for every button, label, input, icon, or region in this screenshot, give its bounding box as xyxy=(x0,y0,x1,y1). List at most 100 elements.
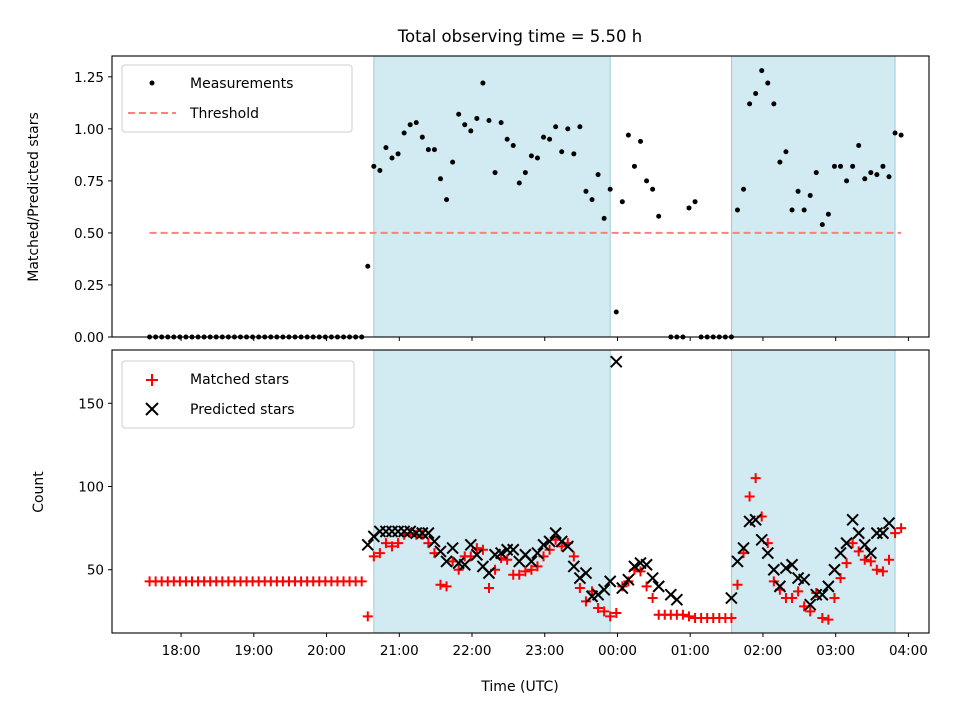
matched-stars-point xyxy=(829,593,840,604)
x-tick-label: 03:00 xyxy=(816,643,855,659)
matched-stars-point xyxy=(605,611,616,622)
matched-stars-point xyxy=(380,538,391,549)
matched-stars-point xyxy=(823,614,834,625)
measurements-point xyxy=(644,178,650,184)
measurements-point xyxy=(692,199,698,205)
measurements-point xyxy=(813,170,819,176)
predicted-stars-point xyxy=(422,526,435,540)
predicted-stars-point xyxy=(725,591,738,605)
predicted-stars-point xyxy=(797,573,811,586)
measurements-point xyxy=(801,207,807,213)
measurements-point xyxy=(413,120,419,126)
predicted-stars-point xyxy=(761,546,774,560)
predicted-stars-point xyxy=(531,546,544,560)
measurements-point xyxy=(571,151,577,157)
top-y-tick-label: 0.00 xyxy=(74,330,104,346)
measurements-point xyxy=(395,151,401,157)
measurements-point xyxy=(365,263,371,269)
measurements-point xyxy=(874,172,880,178)
top-legend-box xyxy=(121,64,353,133)
matched-stars-point xyxy=(362,611,373,622)
measurements-point xyxy=(686,205,692,211)
predicted-stars-point xyxy=(640,558,653,571)
measurements-point xyxy=(759,68,765,74)
top-shaded-span-1 xyxy=(731,55,896,338)
matched-stars-point xyxy=(847,538,858,549)
measurements-point xyxy=(753,90,759,96)
matched-stars-point xyxy=(677,609,688,620)
matched-stars-point xyxy=(483,583,494,594)
top-y-tick-label: 0.25 xyxy=(74,278,104,294)
measurements-point xyxy=(868,170,874,176)
matched-stars-point xyxy=(683,611,694,622)
matched-stars-point xyxy=(641,581,652,592)
predicted-stars-point xyxy=(470,548,484,561)
predicted-stars-point xyxy=(549,526,562,540)
measurements-point xyxy=(844,178,850,184)
matched-stars-point xyxy=(841,558,852,569)
legend-marker-predicted xyxy=(145,402,159,416)
measurements-point xyxy=(807,192,813,198)
measurements-point xyxy=(583,188,589,194)
measurements-point xyxy=(425,147,431,153)
measurements-point xyxy=(444,197,450,203)
predicted-stars-point xyxy=(597,583,611,596)
predicted-stars-point xyxy=(852,526,865,540)
measurements-point xyxy=(431,147,437,153)
measurements-point xyxy=(631,163,637,169)
measurements-point xyxy=(607,186,613,192)
measurements-point xyxy=(534,155,540,161)
top-y-axis-label: Matched/Predicted stars xyxy=(26,112,42,282)
bottom-legend-box xyxy=(121,360,355,429)
bottom-legend: Matched stars Predicted stars xyxy=(121,360,355,429)
x-tick-label: 04:00 xyxy=(889,643,928,659)
matched-stars-point xyxy=(635,566,646,577)
matched-stars-point xyxy=(738,548,749,559)
top-legend: Measurements Threshold xyxy=(121,64,353,133)
bottom-shaded-span-0 xyxy=(373,349,611,634)
matched-stars-point xyxy=(896,523,907,534)
legend-label-measurements: Measurements xyxy=(190,76,293,92)
matched-stars-point xyxy=(647,593,658,604)
legend-label-predicted: Predicted stars xyxy=(190,402,295,418)
measurements-point xyxy=(595,172,601,178)
matched-stars-point xyxy=(393,538,404,549)
measurements-point xyxy=(474,115,480,121)
measurements-point xyxy=(795,188,801,194)
measurements-point xyxy=(498,120,504,126)
legend-label-threshold: Threshold xyxy=(189,106,259,122)
predicted-stars-point xyxy=(561,540,574,553)
matched-stars-point xyxy=(356,576,367,587)
bottom-y-tick-label: 50 xyxy=(87,563,104,579)
measurements-point xyxy=(522,170,528,176)
matched-stars-point xyxy=(514,569,525,580)
matched-stars-point xyxy=(859,554,870,565)
matched-stars-point xyxy=(750,473,761,484)
matched-stars-point xyxy=(617,581,628,592)
measurements-point xyxy=(771,101,777,107)
measurements-point xyxy=(480,80,486,86)
predicted-stars-point xyxy=(567,560,581,573)
top-shaded-span-0 xyxy=(373,55,611,338)
matched-stars-point xyxy=(520,566,531,577)
matched-stars-point xyxy=(599,606,610,617)
predicted-stars-point xyxy=(846,513,859,527)
predicted-stars-point xyxy=(494,546,508,560)
x-tick-label: 23:00 xyxy=(525,643,564,659)
predicted-stars-point xyxy=(622,573,635,586)
matched-stars-point xyxy=(623,576,634,587)
x-tick-label: 18:00 xyxy=(162,643,201,659)
matched-stars-point xyxy=(805,606,816,617)
matched-stars-point xyxy=(580,596,591,607)
bottom-plot-area xyxy=(144,355,907,625)
bottom-axes-frame xyxy=(111,349,930,634)
predicted-stars-point xyxy=(507,543,520,556)
measurements-point xyxy=(437,176,443,182)
measurements-point xyxy=(783,149,789,155)
predicted-stars-point xyxy=(652,580,665,593)
measurements-point xyxy=(377,167,383,173)
top-shaded-spans xyxy=(373,55,896,338)
measurements-point xyxy=(528,153,534,159)
measurements-point xyxy=(419,134,425,140)
bottom-y-tick-label: 150 xyxy=(78,396,104,412)
